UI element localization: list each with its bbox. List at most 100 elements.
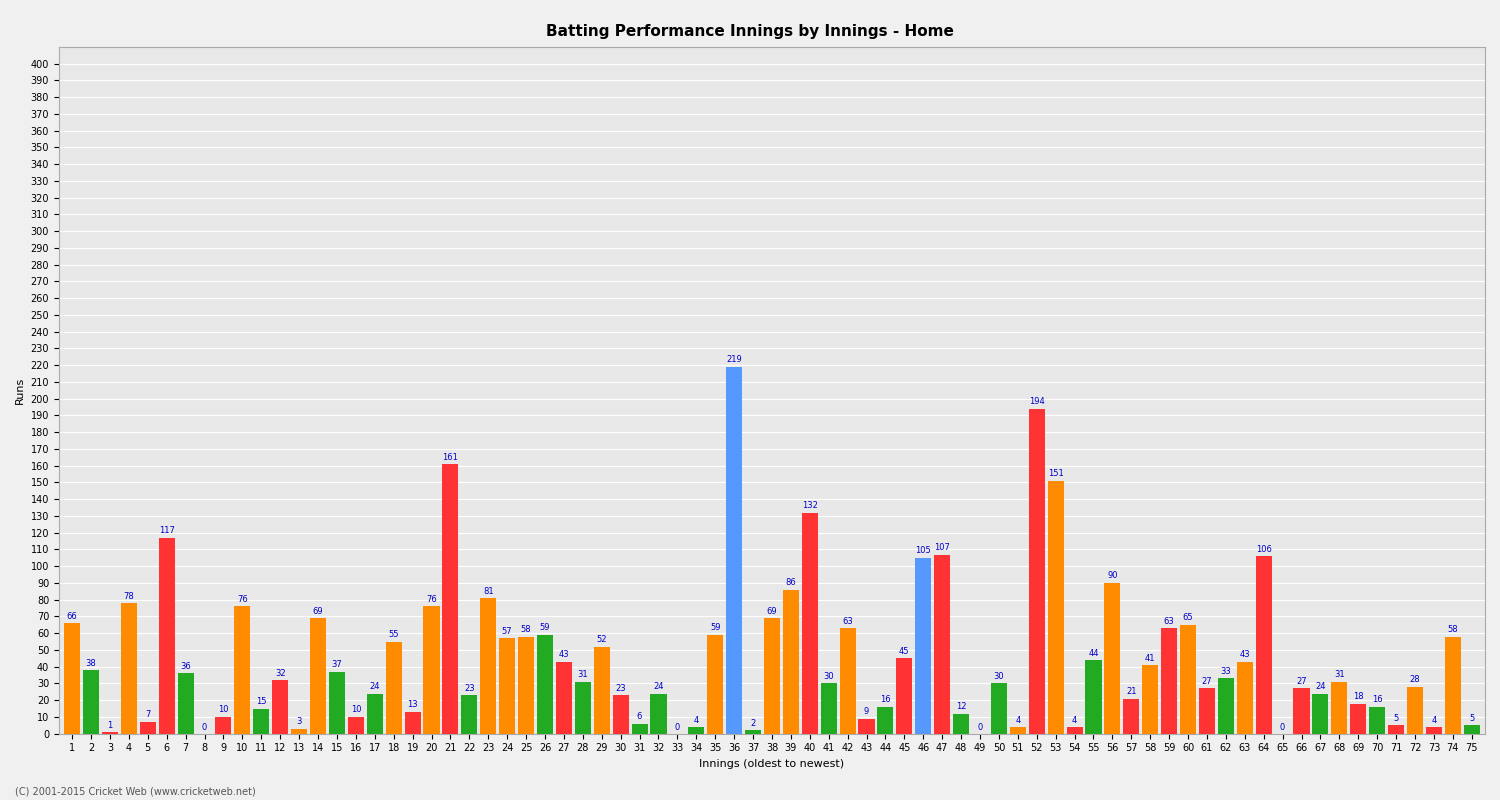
Bar xyxy=(801,513,818,734)
Bar xyxy=(234,606,250,734)
Bar xyxy=(423,606,439,734)
Bar xyxy=(992,683,1006,734)
Text: 107: 107 xyxy=(934,543,950,552)
Bar xyxy=(915,558,932,734)
Text: 151: 151 xyxy=(1048,470,1064,478)
Text: 57: 57 xyxy=(503,626,513,636)
Text: 105: 105 xyxy=(915,546,932,555)
Bar xyxy=(1124,698,1140,734)
Bar xyxy=(537,635,554,734)
Bar xyxy=(1066,727,1083,734)
Text: 55: 55 xyxy=(388,630,399,639)
Bar xyxy=(386,642,402,734)
Text: 12: 12 xyxy=(956,702,966,711)
Text: 31: 31 xyxy=(578,670,588,679)
Text: 6: 6 xyxy=(638,712,642,721)
Bar xyxy=(556,662,572,734)
Text: 28: 28 xyxy=(1410,675,1420,684)
Text: 23: 23 xyxy=(615,684,626,693)
Bar xyxy=(934,554,950,734)
Bar xyxy=(726,367,742,734)
Text: 76: 76 xyxy=(426,595,436,604)
Bar xyxy=(480,598,496,734)
Text: 27: 27 xyxy=(1202,677,1212,686)
Text: 32: 32 xyxy=(274,669,285,678)
Text: 24: 24 xyxy=(652,682,663,691)
Text: 161: 161 xyxy=(442,453,459,462)
Text: 43: 43 xyxy=(558,650,568,659)
Text: 0: 0 xyxy=(675,723,680,732)
Bar xyxy=(840,628,855,734)
Bar xyxy=(159,538,174,734)
Bar xyxy=(462,695,477,734)
Bar xyxy=(878,707,894,734)
Bar xyxy=(177,674,194,734)
Bar xyxy=(651,694,666,734)
Bar xyxy=(140,722,156,734)
Text: 117: 117 xyxy=(159,526,174,535)
Bar xyxy=(500,638,514,734)
Text: 30: 30 xyxy=(993,672,1004,681)
Text: 15: 15 xyxy=(256,697,267,706)
Bar xyxy=(310,618,326,734)
Bar xyxy=(1293,689,1310,734)
Text: 27: 27 xyxy=(1296,677,1306,686)
Text: 4: 4 xyxy=(1016,715,1020,725)
Text: 81: 81 xyxy=(483,586,494,595)
Bar xyxy=(254,709,270,734)
Text: 31: 31 xyxy=(1334,670,1344,679)
Bar xyxy=(783,590,800,734)
Bar xyxy=(1161,628,1178,734)
Bar xyxy=(1426,727,1442,734)
Bar xyxy=(1332,682,1347,734)
Text: 86: 86 xyxy=(786,578,796,587)
Text: 59: 59 xyxy=(710,623,720,632)
Text: 18: 18 xyxy=(1353,692,1364,701)
Text: 4: 4 xyxy=(1072,715,1077,725)
Bar xyxy=(291,729,308,734)
Bar xyxy=(1010,727,1026,734)
Bar xyxy=(897,658,912,734)
Bar xyxy=(632,724,648,734)
Bar xyxy=(442,464,459,734)
Bar xyxy=(746,730,760,734)
Text: 219: 219 xyxy=(726,355,742,364)
Text: 0: 0 xyxy=(1280,723,1286,732)
Bar xyxy=(64,623,80,734)
Text: (C) 2001-2015 Cricket Web (www.cricketweb.net): (C) 2001-2015 Cricket Web (www.cricketwe… xyxy=(15,786,255,796)
Text: 43: 43 xyxy=(1239,650,1250,659)
Text: 10: 10 xyxy=(217,706,228,714)
Bar xyxy=(1350,703,1366,734)
Text: Batting Performance Innings by Innings - Home: Batting Performance Innings by Innings -… xyxy=(546,24,954,39)
Bar xyxy=(688,727,705,734)
Bar xyxy=(1104,583,1120,734)
Text: 69: 69 xyxy=(312,606,324,616)
Bar xyxy=(216,717,231,734)
Text: 63: 63 xyxy=(842,617,854,626)
Bar xyxy=(764,618,780,734)
Text: 58: 58 xyxy=(1448,625,1458,634)
Bar xyxy=(1388,726,1404,734)
Bar xyxy=(612,695,628,734)
Bar xyxy=(1086,660,1101,734)
Bar xyxy=(102,732,118,734)
Text: 69: 69 xyxy=(766,606,777,616)
Text: 59: 59 xyxy=(540,623,550,632)
Text: 1: 1 xyxy=(108,721,112,730)
Text: 9: 9 xyxy=(864,707,868,716)
Bar xyxy=(122,603,136,734)
X-axis label: Innings (oldest to newest): Innings (oldest to newest) xyxy=(699,759,844,769)
Text: 4: 4 xyxy=(693,715,699,725)
Bar xyxy=(821,683,837,734)
Bar xyxy=(518,637,534,734)
Text: 45: 45 xyxy=(898,647,909,656)
Text: 16: 16 xyxy=(880,695,891,705)
Text: 78: 78 xyxy=(123,591,135,601)
Text: 4: 4 xyxy=(1431,715,1437,725)
Bar xyxy=(706,635,723,734)
Bar xyxy=(1218,678,1234,734)
Bar xyxy=(272,680,288,734)
Text: 21: 21 xyxy=(1126,687,1137,696)
Text: 106: 106 xyxy=(1256,545,1272,554)
Bar xyxy=(405,712,420,734)
